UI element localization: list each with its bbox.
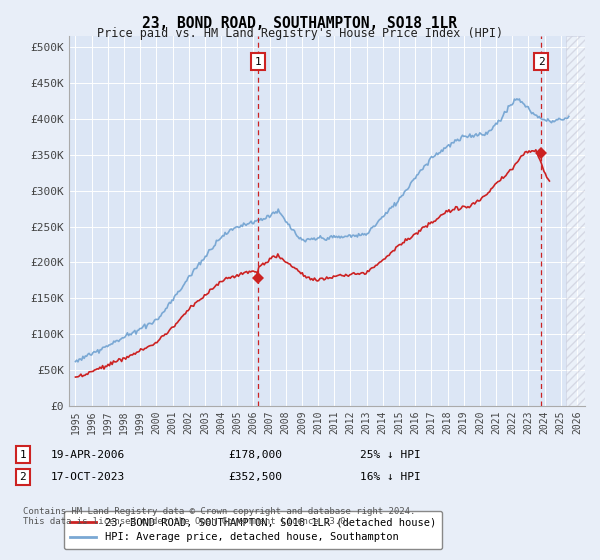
Text: 2: 2 [19,472,26,482]
Text: £352,500: £352,500 [228,472,282,482]
Legend: 23, BOND ROAD, SOUTHAMPTON, SO18 1LR (detached house), HPI: Average price, detac: 23, BOND ROAD, SOUTHAMPTON, SO18 1LR (de… [64,511,442,549]
Text: 2: 2 [538,57,545,67]
Bar [566,36,585,406]
Text: Contains HM Land Registry data © Crown copyright and database right 2024.
This d: Contains HM Land Registry data © Crown c… [23,507,415,526]
Text: 1: 1 [19,450,26,460]
Text: £178,000: £178,000 [228,450,282,460]
Text: 25% ↓ HPI: 25% ↓ HPI [360,450,421,460]
Text: 16% ↓ HPI: 16% ↓ HPI [360,472,421,482]
Text: Price paid vs. HM Land Registry's House Price Index (HPI): Price paid vs. HM Land Registry's House … [97,27,503,40]
Text: 17-OCT-2023: 17-OCT-2023 [51,472,125,482]
Text: 23, BOND ROAD, SOUTHAMPTON, SO18 1LR: 23, BOND ROAD, SOUTHAMPTON, SO18 1LR [143,16,458,31]
Text: 19-APR-2006: 19-APR-2006 [51,450,125,460]
Text: 1: 1 [255,57,262,67]
